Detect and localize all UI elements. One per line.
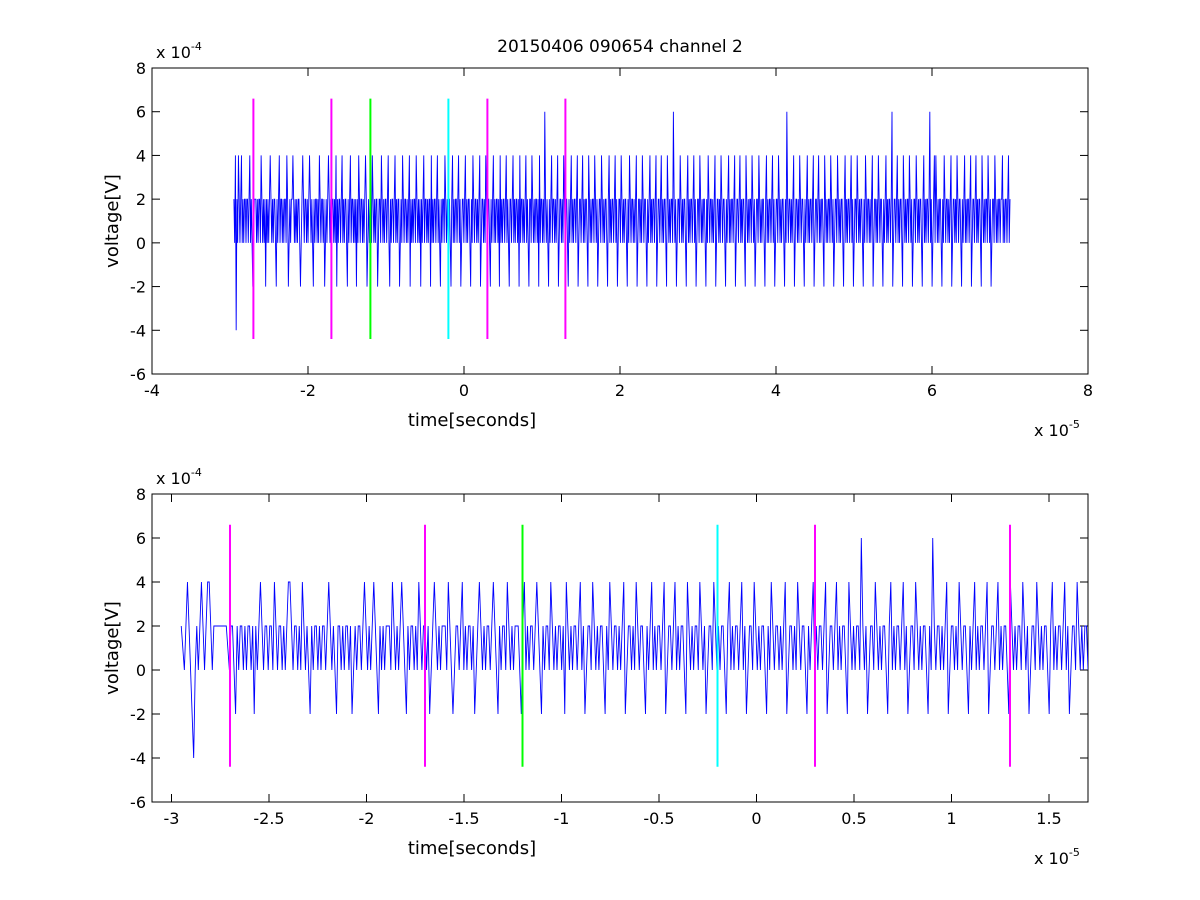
bottom-y-axis-label: voltage[V]	[102, 601, 123, 695]
top-signal-line	[233, 111, 1011, 331]
bottom-x-tick-label: -1	[554, 809, 570, 828]
top-y-tick-label: -2	[130, 278, 146, 297]
bottom-x-tick-label: 1	[946, 809, 956, 828]
bottom-y-tick-label: 4	[136, 573, 146, 592]
figure-title: 20150406 090654 channel 2	[497, 37, 743, 57]
top-x-tick-label: -4	[144, 381, 160, 400]
bottom-x-exponent: x 10-5	[1034, 846, 1080, 868]
top-x-exponent-base: x 10	[1034, 421, 1069, 440]
bottom-signal-line	[180, 537, 1088, 759]
top-x-axis-label: time[seconds]	[408, 410, 536, 431]
bottom-x-tick-label: -2.5	[253, 809, 284, 828]
bottom-x-tick-label: 1.5	[1036, 809, 1061, 828]
top-x-tick-label: 4	[771, 381, 781, 400]
bottom-x-tick-label: 0.5	[841, 809, 866, 828]
bottom-y-exponent: x 10-4	[156, 466, 202, 488]
bottom-y-tick-label: -6	[130, 793, 146, 812]
top-y-tick-label: 0	[136, 234, 146, 253]
bottom-y-tick-label: 6	[136, 529, 146, 548]
top-y-tick-label: 8	[136, 59, 146, 78]
top-x-tick-label: 8	[1083, 381, 1093, 400]
top-y-exponent: x 10-4	[156, 40, 202, 62]
top-x-tick-label: -2	[300, 381, 316, 400]
bottom-x-tick-label: -3	[164, 809, 180, 828]
top-y-exponent-base: x 10	[156, 43, 191, 62]
bottom-x-tick-label: -2	[359, 809, 375, 828]
bottom-x-tick-label: -0.5	[643, 809, 674, 828]
bottom-y-exponent-power: -4	[191, 466, 202, 479]
bottom-y-tick-label: 0	[136, 661, 146, 680]
top-y-tick-label: 6	[136, 103, 146, 122]
top-y-axis-label: voltage[V]	[102, 174, 123, 268]
bottom-y-tick-label: -2	[130, 705, 146, 724]
bottom-y-exponent-base: x 10	[156, 469, 191, 488]
top-y-exponent-power: -4	[191, 40, 202, 53]
top-x-tick-label: 6	[927, 381, 937, 400]
top-x-exponent: x 10-5	[1034, 418, 1080, 440]
bottom-x-tick-label: 0	[751, 809, 761, 828]
top-y-tick-label: 4	[136, 146, 146, 165]
bottom-y-tick-label: -4	[130, 749, 146, 768]
top-x-exponent-power: -5	[1069, 418, 1080, 431]
bottom-x-tick-label: -1.5	[448, 809, 479, 828]
bottom-x-exponent-power: -5	[1069, 846, 1080, 859]
top-y-tick-label: -6	[130, 365, 146, 384]
bottom-y-tick-label: 8	[136, 485, 146, 504]
top-x-tick-label: 0	[459, 381, 469, 400]
bottom-y-tick-label: 2	[136, 617, 146, 636]
top-y-tick-label: -4	[130, 321, 146, 340]
bottom-x-exponent-base: x 10	[1034, 849, 1069, 868]
bottom-plot: -3 -2.5 -2 -1.5 -1 -0.5 0 0.5 1 1.5 -6 -4 -2 0 2 4 6 8 x 1…	[102, 466, 1089, 868]
top-y-tick-label: 2	[136, 190, 146, 209]
bottom-x-axis-label: time[seconds]	[408, 838, 536, 859]
top-x-tick-label: 2	[615, 381, 625, 400]
bottom-axes-box	[151, 493, 1089, 803]
